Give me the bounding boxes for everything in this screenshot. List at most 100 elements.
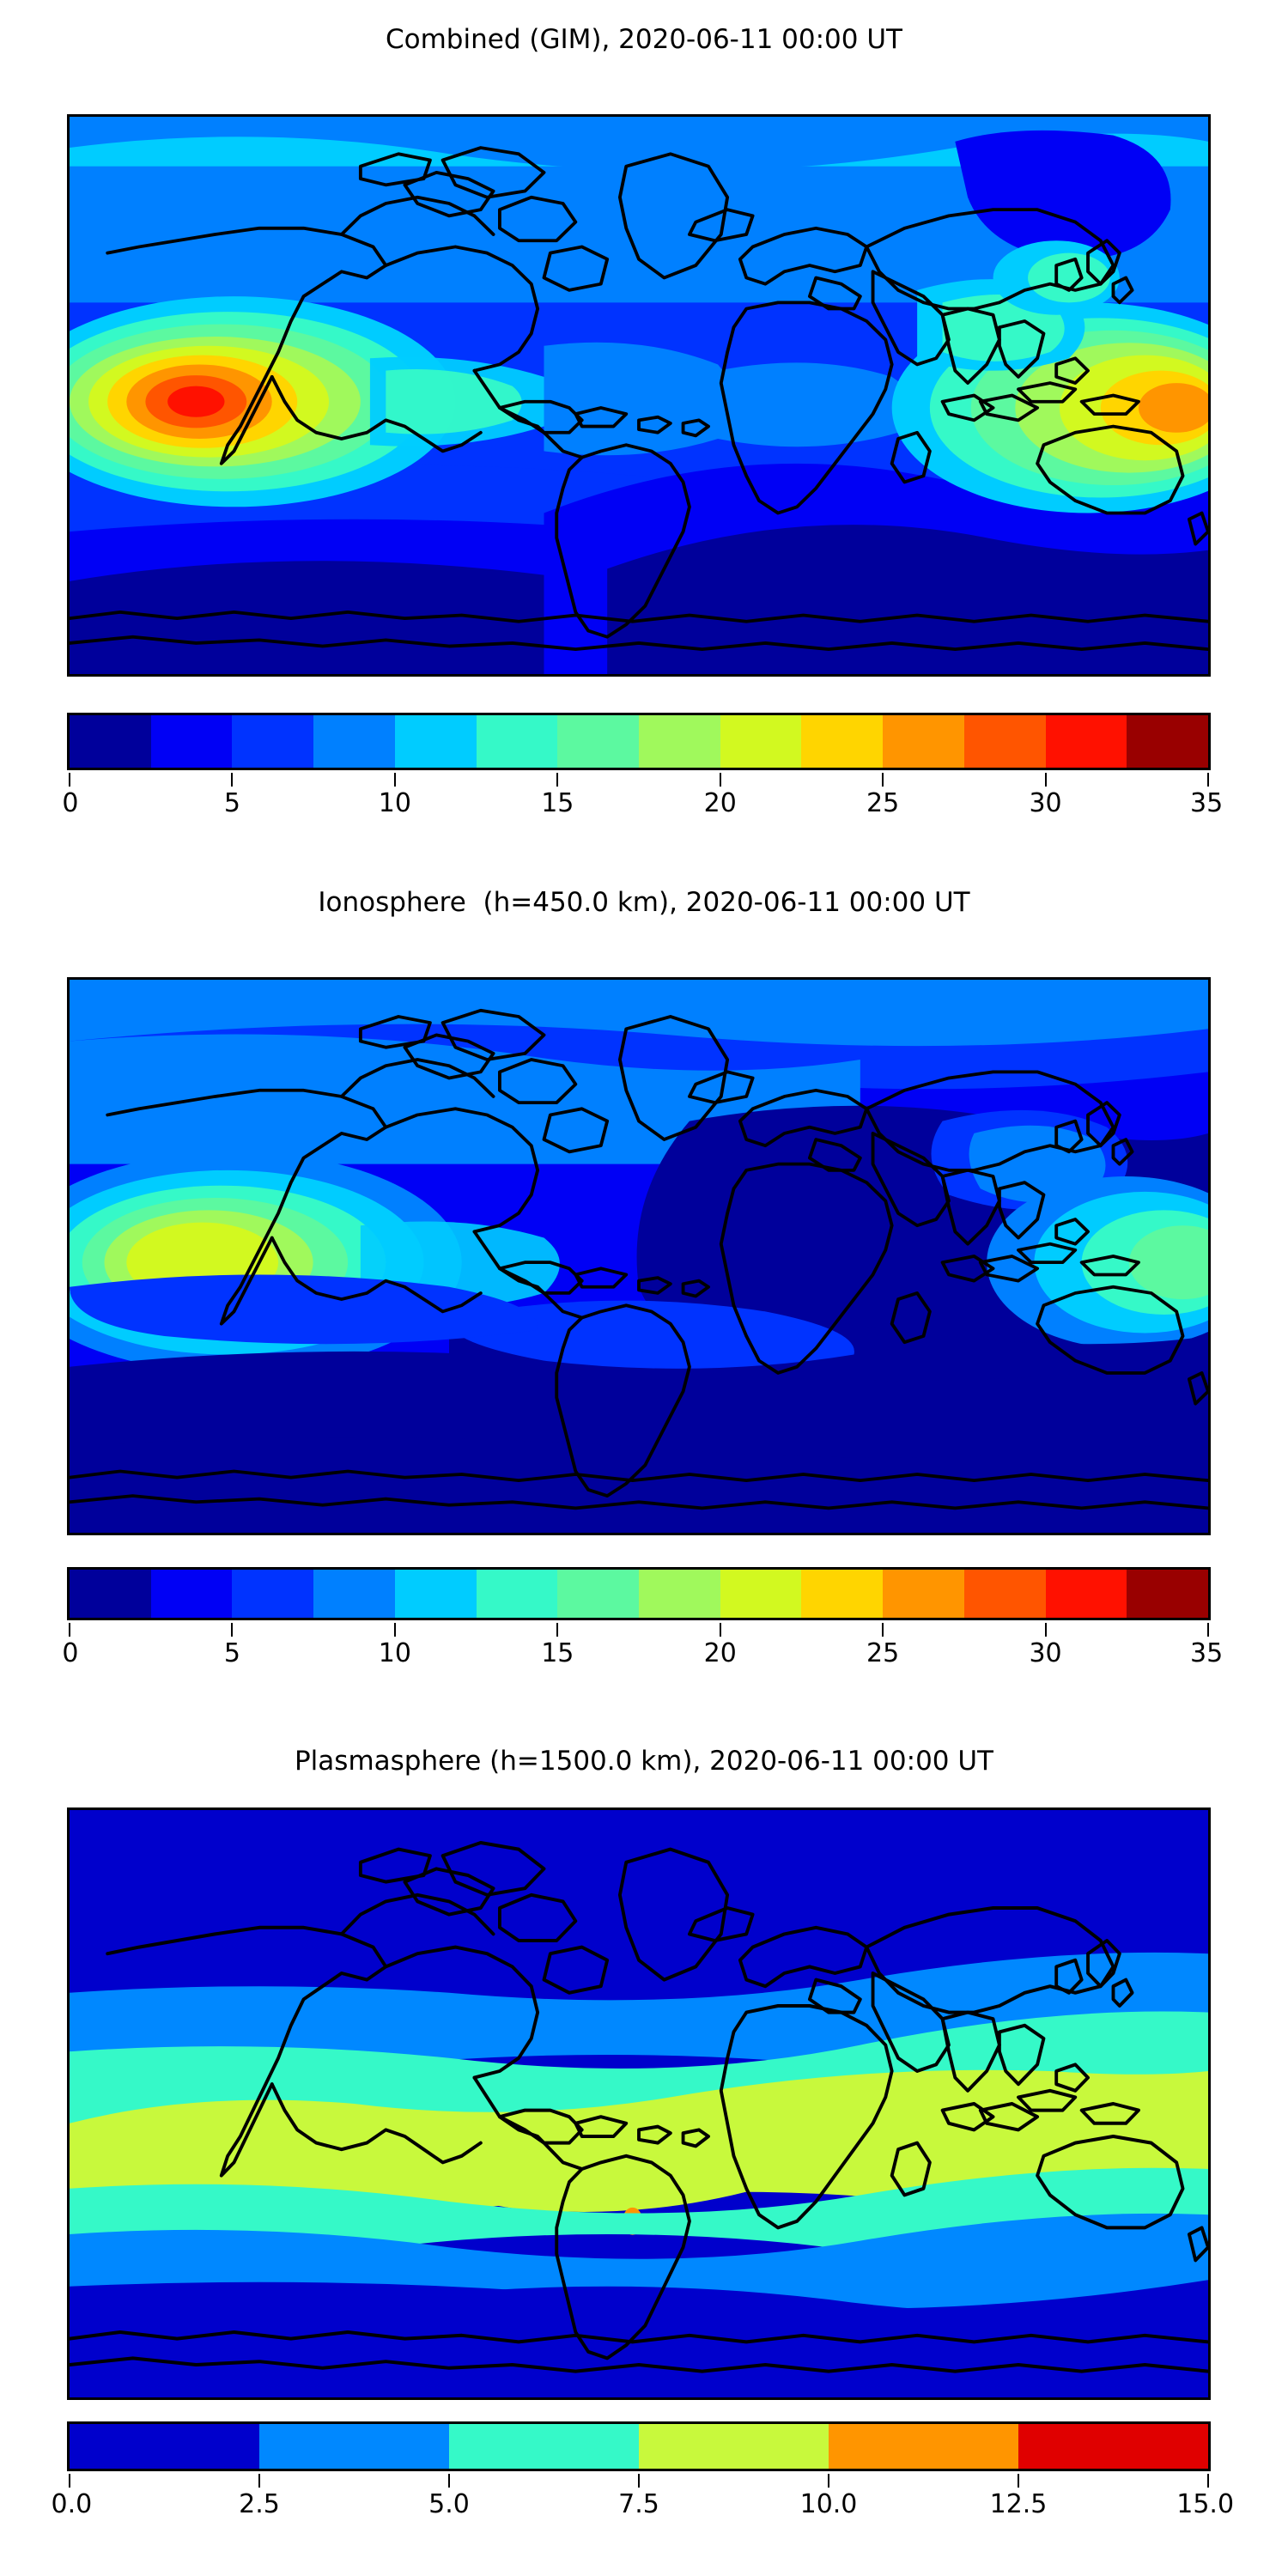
panel-ionosphere: Ionosphere (h=450.0 km), 2020-06-11 00:0…	[0, 859, 1288, 1717]
colorbar-segment-10	[883, 1570, 964, 1618]
colorbar-ionosphere: 0 5 10 15 20 25 30 35	[62, 1567, 1223, 1679]
colorbar-tickmark-3	[556, 773, 559, 787]
colorbar-segment-3	[639, 2424, 829, 2469]
colorbar-tickmark-3	[556, 1623, 559, 1637]
colorbar-segment-7	[639, 1570, 720, 1618]
colorbar-segment-2	[232, 1570, 314, 1618]
colorbar-tickmark-5	[882, 773, 884, 787]
colorbar-ticklabel-3: 7.5	[618, 2489, 659, 2519]
colorbar-segment-5	[1018, 2424, 1208, 2469]
colorbar-tickmark-2	[393, 1623, 396, 1637]
colorbar-ticklabel-0: 0.0	[51, 2489, 93, 2519]
colorbar-tickmark-0	[69, 1623, 70, 1637]
colorbar-ticklabel-7: 35	[1189, 1638, 1224, 1668]
colorbar-segment-6	[557, 1570, 640, 1618]
map-axes-combined-gim	[67, 114, 1211, 677]
map-axes-plasmasphere	[67, 1807, 1211, 2400]
colorbar-ticklabel-3: 15	[541, 1638, 574, 1668]
colorbar-gradient-ionosphere	[67, 1567, 1211, 1620]
colorbar-segment-4	[829, 2424, 1018, 2469]
colorbar-ticklabel-5: 25	[866, 1638, 900, 1668]
colorbar-ticklabel-2: 5.0	[428, 2489, 470, 2519]
colorbar-tickmark-1	[231, 773, 234, 787]
colorbar-segment-11	[963, 1570, 1046, 1618]
colorbar-ticklabel-6: 30	[1029, 1638, 1062, 1668]
colorbar-ticklabel-5: 25	[866, 788, 900, 818]
colorbar-segment-9	[801, 715, 884, 768]
colorbar-segment-10	[883, 715, 964, 768]
colorbar-segment-3	[313, 1570, 395, 1618]
colorbar-ticklabel-0: 0	[62, 788, 79, 818]
colorbar-tickmark-1	[258, 2474, 260, 2488]
panel-combined-gim: Combined (GIM), 2020-06-11 00:00 UT	[0, 0, 1288, 859]
colorbar-ticks-combined-gim	[67, 773, 1211, 788]
colorbar-segment-13	[1127, 715, 1209, 768]
colorbar-tickmark-6	[1207, 2474, 1209, 2488]
colorbar-segment-0	[70, 1570, 151, 1618]
colorbar-segment-5	[476, 1570, 558, 1618]
colorbar-segment-1	[150, 1570, 233, 1618]
map-plasmasphere	[67, 1807, 1211, 2400]
map-ionosphere	[67, 977, 1211, 1535]
colorbar-gradient-combined-gim	[67, 713, 1211, 770]
colorbar-ticklabel-6: 30	[1029, 788, 1062, 818]
colorbar-segment-13	[1127, 1570, 1209, 1618]
colorbar-segment-1	[259, 2424, 449, 2469]
colorbar-segment-0	[70, 2424, 259, 2469]
colorbar-plasmasphere: 0.0 2.5 5.0 7.5 10.0 12.5 15.0	[52, 2421, 1235, 2533]
colorbar-ticklabel-3: 15	[541, 788, 574, 818]
colorbar-ticklabel-5: 12.5	[989, 2489, 1048, 2519]
colorbar-ticklabel-4: 20	[703, 788, 737, 818]
colorbar-ticklabel-1: 2.5	[239, 2489, 280, 2519]
colorbar-tickmark-6	[1044, 773, 1047, 787]
colorbar-segment-7	[639, 715, 720, 768]
colorbar-segment-4	[394, 1570, 477, 1618]
colorbar-ticklabel-1: 5	[223, 788, 240, 818]
colorbar-segment-12	[1045, 715, 1127, 768]
colorbar-tickmark-2	[393, 773, 396, 787]
colorbar-ticklabels-ionosphere: 0 5 10 15 20 25 30 35	[62, 1638, 1223, 1676]
colorbar-tickmark-4	[828, 2474, 829, 2488]
colorbar-gradient-plasmasphere	[67, 2421, 1211, 2471]
colorbar-segment-2	[449, 2424, 639, 2469]
panel-title-ionosphere: Ionosphere (h=450.0 km), 2020-06-11 00:0…	[318, 887, 970, 918]
colorbar-segment-9	[801, 1570, 884, 1618]
colorbar-tickmark-0	[69, 2474, 70, 2488]
colorbar-ticklabel-2: 10	[378, 788, 411, 818]
colorbar-tickmark-5	[1018, 2474, 1019, 2488]
colorbar-ticklabels-combined-gim: 0 5 10 15 20 25 30 35	[62, 788, 1223, 826]
panel-title-combined-gim: Combined (GIM), 2020-06-11 00:00 UT	[386, 24, 902, 55]
colorbar-ticklabel-7: 35	[1189, 788, 1224, 818]
colorbar-segment-12	[1045, 1570, 1127, 1618]
colorbar-tickmark-2	[448, 2474, 450, 2488]
colorbar-segment-5	[476, 715, 558, 768]
colorbar-tickmark-6	[1044, 1623, 1047, 1637]
colorbar-segment-8	[720, 715, 802, 768]
colorbar-tickmark-5	[882, 1623, 884, 1637]
colorbar-ticklabel-6: 15.0	[1176, 2489, 1235, 2519]
colorbar-ticklabel-2: 10	[378, 1638, 411, 1668]
colorbar-segment-11	[963, 715, 1046, 768]
colorbar-tickmark-0	[69, 773, 70, 787]
colorbar-tickmark-1	[231, 1623, 234, 1637]
map-combined-gim	[67, 114, 1211, 677]
colorbar-segment-4	[394, 715, 477, 768]
colorbar-segment-1	[150, 715, 233, 768]
colorbar-combined-gim: 0 5 10 15 20 25 30 35	[62, 713, 1223, 826]
colorbar-tickmark-7	[1207, 773, 1209, 787]
colorbar-ticklabel-4: 20	[703, 1638, 737, 1668]
colorbar-ticklabels-plasmasphere: 0.0 2.5 5.0 7.5 10.0 12.5 15.0	[52, 2489, 1235, 2527]
colorbar-segment-6	[557, 715, 640, 768]
colorbar-ticklabel-4: 10.0	[799, 2489, 858, 2519]
colorbar-segment-0	[70, 715, 151, 768]
colorbar-tickmark-7	[1207, 1623, 1209, 1637]
colorbar-ticks-plasmasphere	[67, 2474, 1211, 2489]
panel-title-plasmasphere: Plasmasphere (h=1500.0 km), 2020-06-11 0…	[294, 1746, 993, 1777]
colorbar-ticks-ionosphere	[67, 1623, 1211, 1638]
colorbar-tickmark-4	[719, 1623, 721, 1637]
panel-plasmasphere: Plasmasphere (h=1500.0 km), 2020-06-11 0…	[0, 1717, 1288, 2576]
map-contours-plasmasphere	[70, 1810, 1208, 2397]
map-contours-ionosphere	[70, 980, 1208, 1533]
colorbar-ticklabel-1: 5	[223, 1638, 240, 1668]
